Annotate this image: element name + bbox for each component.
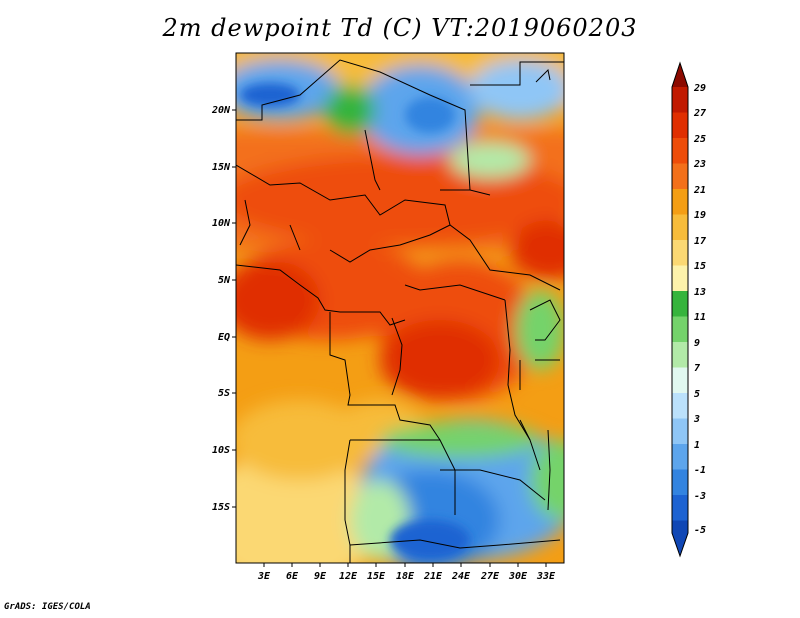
colorbar: 29 27 25 23 21 19 17 15 13 11 9 7 5 3 1 … bbox=[671, 61, 706, 558]
colorbar-label: 17 bbox=[694, 236, 706, 247]
colorbar-segment bbox=[672, 469, 688, 495]
colorbar-segment bbox=[672, 393, 688, 419]
grads-credit: GrADS: IGES/COLA bbox=[4, 602, 91, 612]
lat-label: 10N bbox=[212, 218, 231, 229]
colorbar-segment bbox=[672, 265, 688, 291]
colorbar-segment bbox=[672, 112, 688, 138]
latitude-axis: 20N 15N 10N 5N EQ 5S 10S 15S bbox=[211, 105, 236, 513]
lon-label: 3E bbox=[257, 571, 271, 582]
colorbar-label: 13 bbox=[694, 287, 706, 298]
plot-frame bbox=[235, 52, 565, 564]
colorbar-label: 9 bbox=[694, 338, 700, 349]
colorbar-bottom-arrow bbox=[672, 533, 688, 556]
colorbar-label: 7 bbox=[694, 363, 700, 374]
colorbar-segment bbox=[672, 444, 688, 470]
colorbar-segment bbox=[672, 520, 688, 533]
colorbar-label: 23 bbox=[693, 159, 706, 170]
colorbar-segment bbox=[672, 189, 688, 215]
lat-label: EQ bbox=[218, 332, 230, 343]
map-title: 2m dewpoint Td (C) VT:2019060203 bbox=[162, 14, 638, 42]
colorbar-label: 19 bbox=[694, 210, 706, 221]
lon-label: 6E bbox=[286, 571, 299, 582]
colorbar-segment bbox=[672, 138, 688, 164]
colorbar-segment bbox=[672, 291, 688, 317]
colorbar-segment bbox=[672, 163, 688, 189]
lat-label: 10S bbox=[212, 445, 230, 456]
colorbar-label: 15 bbox=[694, 261, 706, 272]
colorbar-label: -5 bbox=[694, 525, 706, 536]
colorbar-label: 29 bbox=[693, 83, 706, 94]
colorbar-label: 27 bbox=[693, 108, 706, 119]
colorbar-label: 3 bbox=[693, 414, 700, 425]
dewpoint-field bbox=[236, 53, 564, 563]
lon-label: 27E bbox=[480, 571, 500, 582]
lon-label: 33E bbox=[536, 571, 556, 582]
lon-label: 9E bbox=[314, 571, 327, 582]
lat-label: 15S bbox=[212, 502, 230, 513]
lon-label: 30E bbox=[508, 571, 528, 582]
colorbar-label: 1 bbox=[694, 440, 700, 451]
colorbar-segment bbox=[672, 367, 688, 393]
lon-label: 21E bbox=[423, 571, 443, 582]
lon-label: 15E bbox=[367, 571, 386, 582]
colorbar-segment bbox=[672, 418, 688, 444]
lat-label: 5N bbox=[218, 275, 231, 286]
lat-label: 15N bbox=[212, 162, 231, 173]
lon-label: 18E bbox=[396, 571, 415, 582]
colorbar-segment bbox=[672, 87, 688, 113]
lon-label: 24E bbox=[451, 571, 471, 582]
colorbar-segment bbox=[672, 342, 688, 368]
colorbar-segment bbox=[672, 214, 688, 240]
colorbar-label: -1 bbox=[694, 465, 706, 476]
colorbar-segment bbox=[672, 316, 688, 342]
colorbar-label: 21 bbox=[693, 185, 706, 196]
colorbar-top-arrow bbox=[672, 63, 688, 87]
colorbar-label: 25 bbox=[693, 134, 706, 145]
colorbar-segment bbox=[672, 495, 688, 521]
colorbar-label: -3 bbox=[694, 491, 706, 502]
colorbar-label: 5 bbox=[694, 389, 700, 400]
country-borders bbox=[236, 59, 564, 563]
lat-label: 20N bbox=[211, 105, 231, 116]
colorbar-label: 11 bbox=[694, 312, 706, 323]
lon-label: 12E bbox=[339, 571, 358, 582]
lat-label: 5S bbox=[218, 388, 230, 399]
colorbar-segment bbox=[672, 240, 688, 266]
longitude-axis: 3E 6E 9E 12E 15E 18E 21E 24E 27E 30E 33E bbox=[257, 563, 556, 582]
